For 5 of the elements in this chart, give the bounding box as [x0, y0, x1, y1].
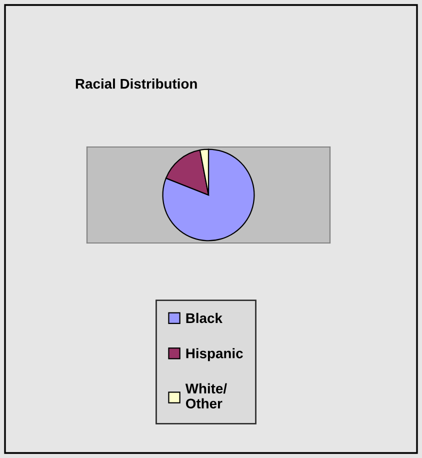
legend-label: Black — [186, 312, 222, 324]
pie-slice — [162, 148, 255, 242]
legend-label: White/ Other — [185, 383, 227, 408]
legend-label: Hispanic — [186, 348, 243, 362]
chart-title: Racial Distribution — [76, 78, 197, 89]
